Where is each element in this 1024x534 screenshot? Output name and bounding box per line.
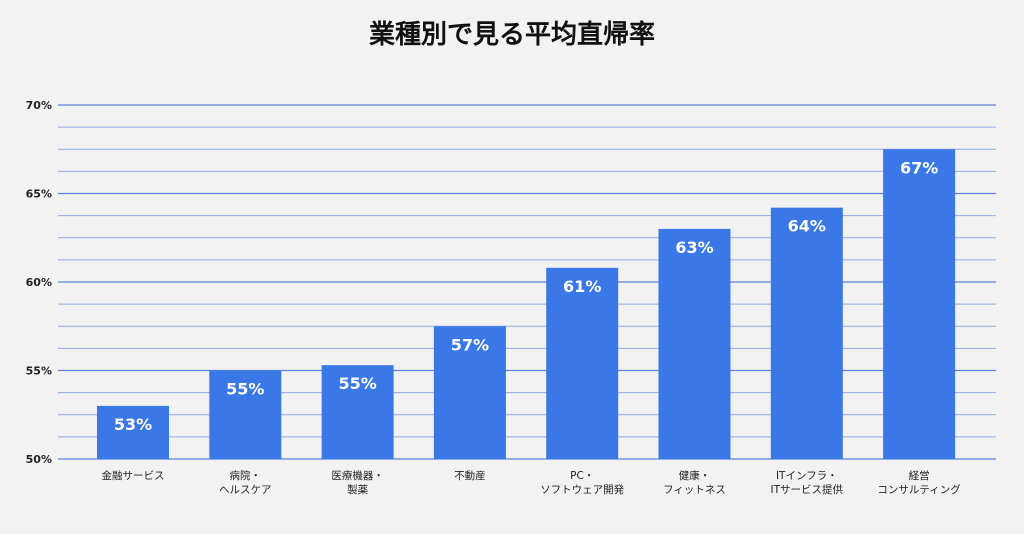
category-label: 経営 — [909, 469, 930, 482]
data-label: 55% — [338, 374, 376, 393]
bar — [658, 228, 731, 459]
data-label: 67% — [900, 158, 938, 177]
data-label: 55% — [226, 380, 264, 399]
category-label: ヘルスケア — [219, 484, 272, 496]
category-label: コンサルティング — [877, 483, 961, 496]
data-label: 57% — [451, 335, 489, 354]
bar — [770, 207, 843, 459]
category-label: フィットネス — [663, 484, 726, 496]
category-label: 金融サービス — [102, 469, 165, 482]
data-label: 53% — [114, 415, 152, 434]
category-label: 製薬 — [347, 483, 368, 496]
category-label: 不動産 — [454, 469, 486, 482]
chart-title: 業種別で見る平均直帰率 — [368, 20, 655, 50]
category-label: 病院・ — [230, 469, 262, 482]
data-label: 63% — [675, 238, 713, 257]
y-tick-label: 55% — [26, 365, 52, 378]
category-label: PC・ — [570, 470, 594, 482]
data-label: 64% — [788, 217, 826, 236]
y-tick-label: 50% — [26, 453, 52, 466]
category-label: ITインフラ・ — [776, 470, 838, 482]
category-label: 医療機器・ — [331, 469, 384, 482]
bar — [546, 267, 619, 459]
bar — [97, 405, 169, 459]
y-tick-label: 60% — [26, 276, 52, 289]
y-tick-label: 65% — [26, 188, 52, 201]
y-tick-label: 70% — [26, 99, 52, 112]
bar — [209, 370, 282, 459]
bar — [433, 326, 506, 459]
data-label: 61% — [563, 277, 601, 296]
bar — [883, 149, 956, 459]
category-label: ITサービス提供 — [771, 483, 844, 496]
bar — [321, 365, 394, 459]
category-label: ソフトウェア開発 — [540, 483, 624, 496]
category-label: 健康・ — [679, 469, 711, 482]
